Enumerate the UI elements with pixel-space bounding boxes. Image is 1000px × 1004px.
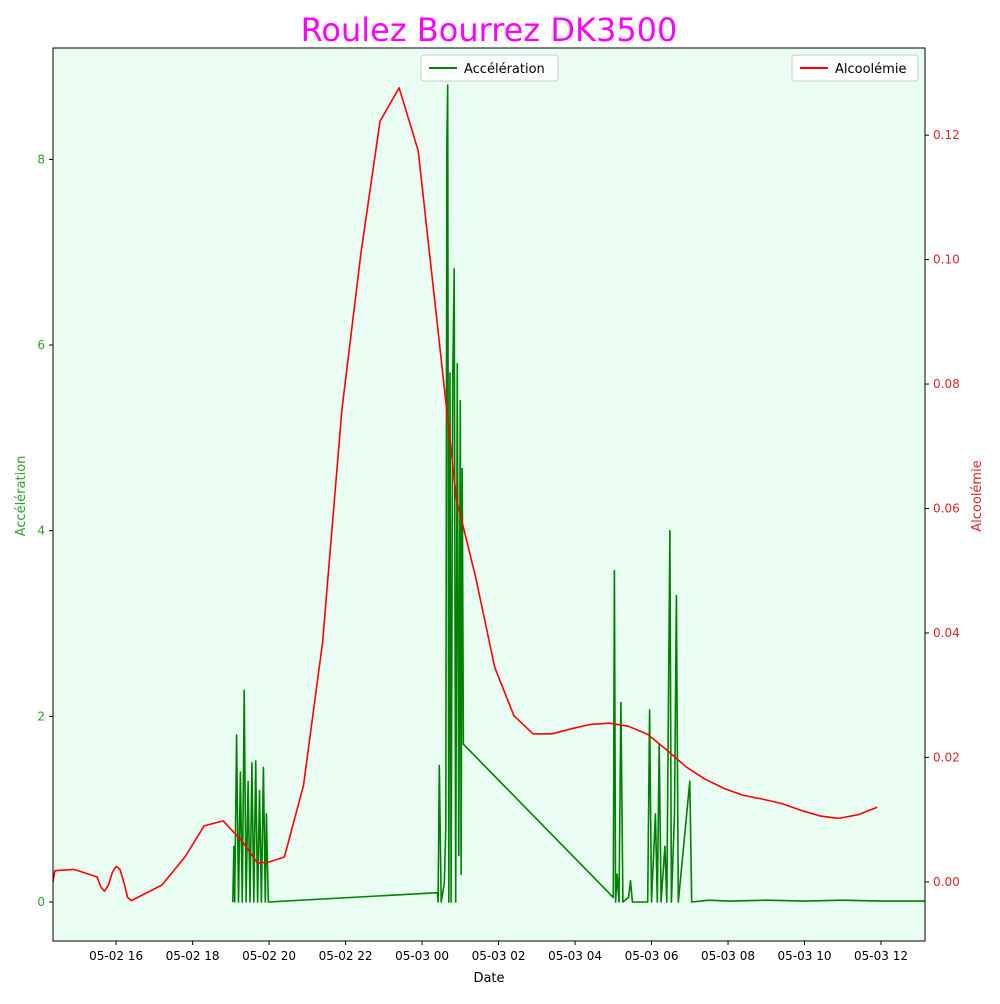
right-axis-tick-label: 0.10 xyxy=(933,253,960,267)
x-axis-tick-label: 05-03 12 xyxy=(854,949,908,963)
x-axis-tick-label: 05-02 22 xyxy=(319,949,373,963)
right-axis-tick-label: 0.08 xyxy=(933,377,960,391)
left-axis-tick-label: 2 xyxy=(37,709,45,723)
chart-title: Roulez Bourrez DK3500 xyxy=(301,11,678,49)
x-axis-tick-label: 05-03 06 xyxy=(625,949,679,963)
legend-acceleration: Accélération xyxy=(420,54,559,82)
x-axis-tick-label: 05-02 16 xyxy=(89,949,143,963)
acceleration-series xyxy=(232,84,925,903)
alcoholemie-line xyxy=(52,87,878,902)
legend-box xyxy=(791,54,919,82)
left-axis-tick-label: 8 xyxy=(37,152,45,166)
left-axis-tick-label: 6 xyxy=(37,338,45,352)
left-axis-label: Accélération xyxy=(14,456,29,537)
left-axis: 0 2 4 6 8 xyxy=(37,152,53,909)
right-axis-label: Alcoolémie xyxy=(970,460,985,531)
left-axis-tick-label: 0 xyxy=(37,895,45,909)
right-axis-tick-label: 0.04 xyxy=(933,626,960,640)
legend-alcoholemie: Alcoolémie xyxy=(791,54,919,82)
x-axis-label: Date xyxy=(473,971,504,986)
legend-label: Accélération xyxy=(464,62,545,77)
x-axis-tick-label: 05-03 10 xyxy=(778,949,832,963)
x-axis-tick-label: 05-03 08 xyxy=(701,949,755,963)
x-axis: 05-02 16 05-02 18 05-02 20 05-02 22 05-03 00… xyxy=(89,941,908,963)
legend-box xyxy=(420,54,559,82)
plot-frame xyxy=(52,47,926,942)
left-axis-tick-label: 4 xyxy=(37,524,45,538)
right-axis: 0.00 0.02 0.04 0.06 0.08 0.10 0.12 xyxy=(925,128,960,889)
x-axis-tick-label: 05-02 18 xyxy=(166,949,220,963)
x-axis-tick-label: 05-02 20 xyxy=(242,949,296,963)
right-axis-tick-label: 0.00 xyxy=(933,875,960,889)
right-axis-tick-label: 0.02 xyxy=(933,750,960,764)
legend-label: Alcoolémie xyxy=(835,62,906,77)
x-axis-tick-label: 05-03 04 xyxy=(548,949,602,963)
plot-area xyxy=(53,48,925,941)
right-axis-tick-label: 0.12 xyxy=(933,128,960,142)
alcoholemie-series xyxy=(52,87,878,902)
x-axis-tick-label: 05-03 02 xyxy=(472,949,526,963)
right-axis-tick-label: 0.06 xyxy=(933,502,960,516)
x-axis-tick-label: 05-03 00 xyxy=(395,949,449,963)
acceleration-line xyxy=(232,84,925,903)
